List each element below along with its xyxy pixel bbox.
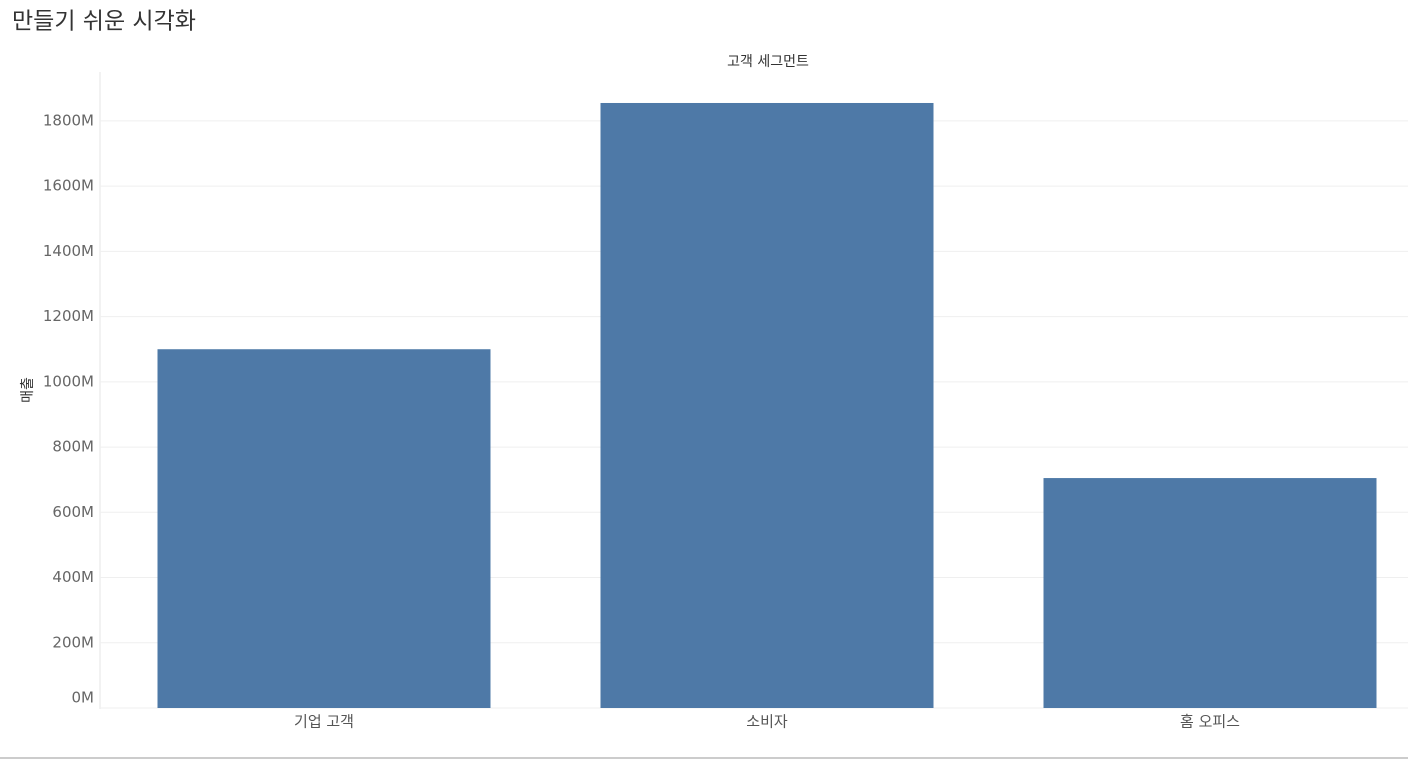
column-header: 고객 세그먼트 bbox=[727, 54, 809, 70]
y-tick-label: 1200M bbox=[43, 307, 94, 325]
y-tick-label: 1000M bbox=[43, 372, 94, 390]
y-axis-label: 매출 bbox=[20, 377, 36, 403]
y-tick-label: 200M bbox=[52, 633, 94, 651]
y-tick-label: 1800M bbox=[43, 111, 94, 129]
x-tick-label: 소비자 bbox=[746, 713, 788, 731]
y-tick-label: 600M bbox=[52, 503, 94, 521]
x-tick-label: 기업 고객 bbox=[294, 713, 354, 731]
y-tick-label: 0M bbox=[72, 689, 95, 707]
y-tick-label: 1600M bbox=[43, 177, 94, 195]
y-tick-label: 1400M bbox=[43, 242, 94, 260]
bar bbox=[1043, 478, 1377, 708]
x-tick-label: 홈 오피스 bbox=[1180, 713, 1240, 731]
bar bbox=[157, 349, 491, 708]
y-tick-label: 400M bbox=[52, 568, 94, 586]
y-tick-label: 800M bbox=[52, 438, 94, 456]
bar bbox=[600, 102, 934, 708]
chart-title: 만들기 쉬운 시각화 bbox=[12, 9, 196, 35]
